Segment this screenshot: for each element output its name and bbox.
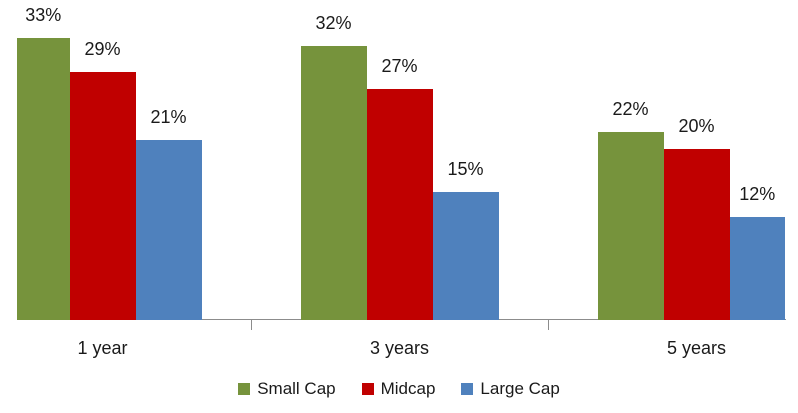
legend-label: Small Cap xyxy=(257,379,336,398)
data-label-large-cap-3-years: 15% xyxy=(447,159,484,179)
legend-label: Midcap xyxy=(380,379,436,398)
bar-large-cap-5-years xyxy=(729,217,785,320)
data-label-small-cap-3-years: 32% xyxy=(315,13,352,33)
legend-label: Large Cap xyxy=(480,379,560,398)
legend-item-small-cap: Small Cap xyxy=(238,379,336,399)
x-axis-tick xyxy=(251,320,252,330)
legend-swatch-icon xyxy=(461,383,474,395)
bar-small-cap-5-years xyxy=(597,132,664,320)
bar-midcap-5-years xyxy=(663,149,730,320)
data-label-small-cap-5-years: 22% xyxy=(612,99,649,119)
bar-large-cap-1-year xyxy=(135,140,202,320)
category-label-3-years: 3 years xyxy=(369,338,430,358)
data-label-large-cap-1-year: 21% xyxy=(150,107,187,127)
data-label-midcap-3-years: 27% xyxy=(381,56,418,76)
bar-midcap-1-year xyxy=(69,72,136,320)
bar-large-cap-3-years xyxy=(432,192,499,320)
bar-small-cap-3-years xyxy=(300,46,367,320)
legend-item-large-cap: Large Cap xyxy=(461,379,560,399)
legend-swatch-icon xyxy=(238,383,251,395)
bar-small-cap-1-year xyxy=(17,38,70,320)
data-label-midcap-5-years: 20% xyxy=(678,116,715,136)
legend: Small Cap Midcap Large Cap xyxy=(0,379,798,399)
category-label-1-year: 1 year xyxy=(77,338,128,358)
data-label-small-cap-1-year: 33% xyxy=(25,5,62,25)
legend-item-midcap: Midcap xyxy=(361,379,436,399)
legend-swatch-icon xyxy=(361,383,374,395)
x-axis-tick xyxy=(548,320,549,330)
data-label-midcap-1-year: 29% xyxy=(84,39,121,59)
bar-midcap-3-years xyxy=(366,89,433,320)
category-label-5-years: 5 years xyxy=(666,338,727,358)
data-label-large-cap-5-years: 12% xyxy=(739,184,776,204)
